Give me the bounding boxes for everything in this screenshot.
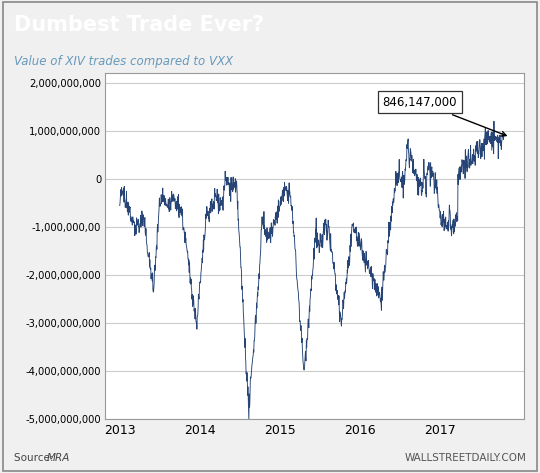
Text: 846,147,000: 846,147,000 [382, 96, 506, 136]
Text: MRA: MRA [47, 453, 70, 463]
Text: Value of XIV trades compared to VXX: Value of XIV trades compared to VXX [14, 55, 233, 68]
Text: WALLSTREETDAILY.COM: WALLSTREETDAILY.COM [404, 453, 526, 463]
Text: Dumbest Trade Ever?: Dumbest Trade Ever? [14, 15, 264, 35]
Text: Source:: Source: [14, 453, 56, 463]
